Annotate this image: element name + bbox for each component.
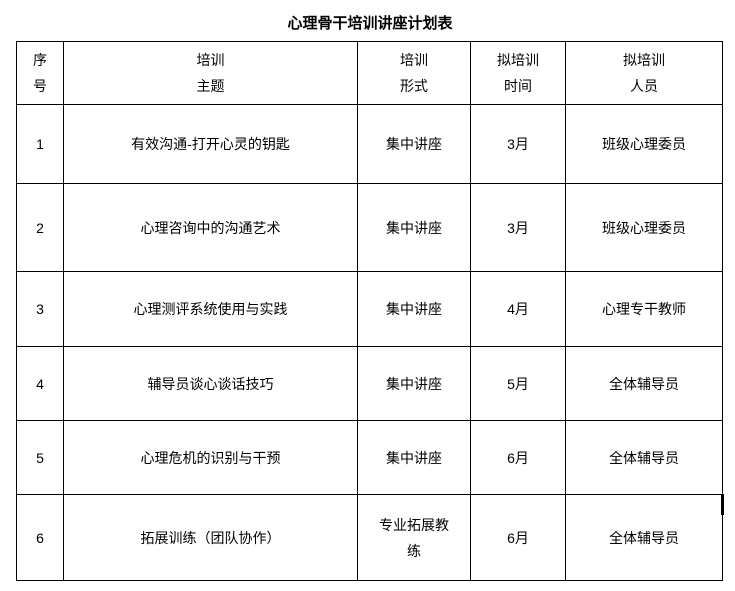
header-text: 拟培训 <box>623 52 665 68</box>
cell-topic: 拓展训练（团队协作） <box>63 494 358 581</box>
header-text: 培训 <box>196 52 225 68</box>
cell-people: 全体辅导员 <box>565 420 723 495</box>
cell-time: 6月 <box>470 420 566 495</box>
cell-people: 全体辅导员 <box>565 346 723 421</box>
cell-form-text: 专业拓展教练 <box>378 516 449 559</box>
cell-topic: 心理测评系统使用与实践 <box>63 271 358 347</box>
cell-no: 6 <box>16 494 64 581</box>
header-text: 拟培训 <box>497 52 539 68</box>
cell-time: 5月 <box>470 346 566 421</box>
header-text: 人员 <box>630 78 658 94</box>
cell-people: 班级心理委员 <box>565 183 723 272</box>
cell-people: 班级心理委员 <box>565 104 723 184</box>
cell-time: 6月 <box>470 494 566 581</box>
header-topic: 培训 主题 <box>63 41 358 105</box>
cell-form: 集中讲座 <box>357 420 471 495</box>
table-header-row: 序号 培训主题 培训形式 拟培训时间 拟培训人员 <box>16 41 723 105</box>
table-row: 4 辅导员谈心谈话技巧 集中讲座 5月 全体辅导员 <box>16 346 723 421</box>
table-row: 3 心理测评系统使用与实践 集中讲座 4月 心理专干教师 <box>16 271 723 347</box>
cell-no: 2 <box>16 183 64 272</box>
cell-people: 心理专干教师 <box>565 271 723 347</box>
cell-form: 集中讲座 <box>357 104 471 184</box>
cell-form: 专业拓展教练 <box>357 494 471 581</box>
border-mark <box>721 494 724 515</box>
cell-topic: 有效沟通-打开心灵的钥匙 <box>63 104 358 184</box>
header-text: 时间 <box>504 78 532 94</box>
cell-topic: 辅导员谈心谈话技巧 <box>63 346 358 421</box>
cell-form: 集中讲座 <box>357 271 471 347</box>
header-no: 序号 <box>16 41 64 105</box>
cell-no: 5 <box>16 420 64 495</box>
cell-no: 1 <box>16 104 64 184</box>
table-row: 2 心理咨询中的沟通艺术 集中讲座 3月 班级心理委员 <box>16 183 723 272</box>
table-row: 1 有效沟通-打开心灵的钥匙 集中讲座 3月 班级心理委员 <box>16 104 723 184</box>
cell-people: 全体辅导员 <box>565 494 723 581</box>
cell-topic: 心理危机的识别与干预 <box>63 420 358 495</box>
table-row: 6 拓展训练（团队协作） 专业拓展教练 6月 全体辅导员 <box>16 494 723 581</box>
cell-form: 集中讲座 <box>357 183 471 272</box>
header-text: 号 <box>33 78 47 94</box>
cell-time: 3月 <box>470 183 566 272</box>
header-text: 形式 <box>400 78 428 94</box>
cell-time: 4月 <box>470 271 566 347</box>
header-people: 拟培训 人员 <box>565 41 723 105</box>
document-title: 心理骨干培训讲座计划表 <box>287 15 453 32</box>
cell-time: 3月 <box>470 104 566 184</box>
cell-form: 集中讲座 <box>357 346 471 421</box>
cell-no: 3 <box>16 271 64 347</box>
header-text: 培训 <box>400 52 428 68</box>
header-form: 培训 形式 <box>357 41 471 105</box>
cell-no: 4 <box>16 346 64 421</box>
header-text: 主题 <box>196 78 225 94</box>
cell-topic: 心理咨询中的沟通艺术 <box>63 183 358 272</box>
header-time: 拟培训 时间 <box>470 41 566 105</box>
table-row: 5 心理危机的识别与干预 集中讲座 6月 全体辅导员 <box>16 420 723 495</box>
header-text: 序 <box>33 52 47 68</box>
plan-table: 序号 培训主题 培训形式 拟培训时间 拟培训人员 1 有效沟通-打开心灵的钥匙 … <box>16 41 723 581</box>
